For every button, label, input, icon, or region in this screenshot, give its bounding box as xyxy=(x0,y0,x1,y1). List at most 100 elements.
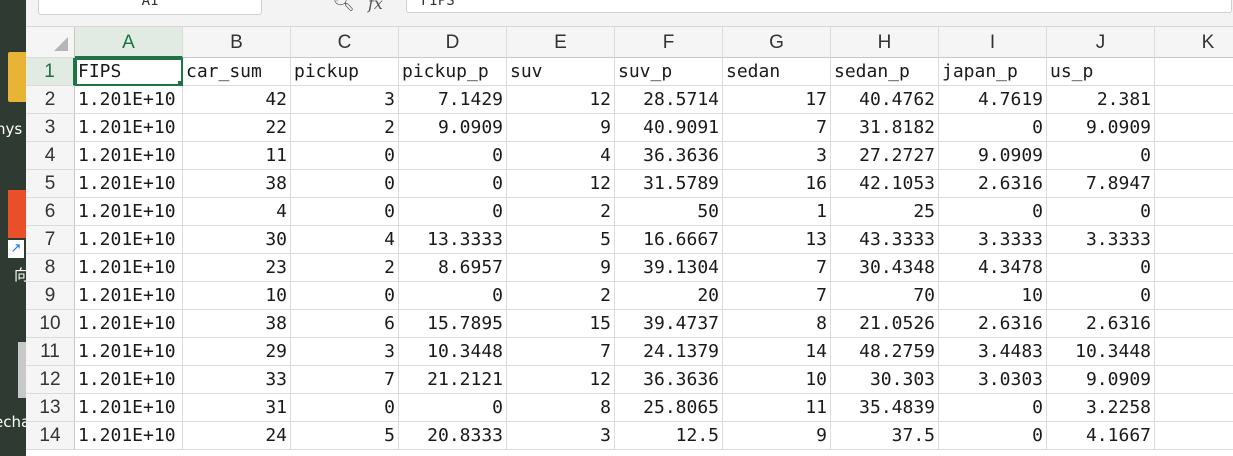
cell-i9[interactable]: 10 xyxy=(939,282,1047,310)
cell-k3[interactable] xyxy=(1155,114,1233,142)
cell-g12[interactable]: 10 xyxy=(723,366,831,394)
row-header[interactable]: 11 xyxy=(26,338,75,366)
cell-d8[interactable]: 8.6957 xyxy=(399,254,507,282)
row-header[interactable]: 4 xyxy=(26,142,75,170)
cell-k11[interactable] xyxy=(1155,338,1233,366)
cell-d9[interactable]: 0 xyxy=(399,282,507,310)
cell-f12[interactable]: 36.3636 xyxy=(615,366,723,394)
cell-f5[interactable]: 31.5789 xyxy=(615,170,723,198)
cell-k12[interactable] xyxy=(1155,366,1233,394)
cell-b13[interactable]: 31 xyxy=(183,394,291,422)
cell-f9[interactable]: 20 xyxy=(615,282,723,310)
cell-c6[interactable]: 0 xyxy=(291,198,399,226)
cell-f11[interactable]: 24.1379 xyxy=(615,338,723,366)
cell-a5[interactable]: 1.201E+10 xyxy=(75,170,183,198)
cell-k14[interactable] xyxy=(1155,422,1233,450)
cell-a6[interactable]: 1.201E+10 xyxy=(75,198,183,226)
cell-d3[interactable]: 9.0909 xyxy=(399,114,507,142)
cell-c9[interactable]: 0 xyxy=(291,282,399,310)
cell-a13[interactable]: 1.201E+10 xyxy=(75,394,183,422)
cell-k2[interactable] xyxy=(1155,86,1233,114)
cell-j9[interactable]: 0 xyxy=(1047,282,1155,310)
cell-b5[interactable]: 38 xyxy=(183,170,291,198)
cell-b8[interactable]: 23 xyxy=(183,254,291,282)
cell-d1[interactable]: pickup_p xyxy=(399,58,507,86)
cell-c11[interactable]: 3 xyxy=(291,338,399,366)
row-header[interactable]: 13 xyxy=(26,394,75,422)
cell-e12[interactable]: 12 xyxy=(507,366,615,394)
cell-e13[interactable]: 8 xyxy=(507,394,615,422)
cell-b4[interactable]: 11 xyxy=(183,142,291,170)
cell-b7[interactable]: 30 xyxy=(183,226,291,254)
cell-e8[interactable]: 9 xyxy=(507,254,615,282)
column-header-k[interactable]: K xyxy=(1155,27,1233,58)
row-header[interactable]: 9 xyxy=(26,282,75,310)
cell-e1[interactable]: suv xyxy=(507,58,615,86)
cell-h11[interactable]: 48.2759 xyxy=(831,338,939,366)
row-header[interactable]: 6 xyxy=(26,198,75,226)
cell-j5[interactable]: 7.8947 xyxy=(1047,170,1155,198)
cell-k7[interactable] xyxy=(1155,226,1233,254)
cell-g1[interactable]: sedan xyxy=(723,58,831,86)
cell-c12[interactable]: 7 xyxy=(291,366,399,394)
column-header-j[interactable]: J xyxy=(1047,27,1155,58)
row-header[interactable]: 10 xyxy=(26,310,75,338)
cell-d11[interactable]: 10.3448 xyxy=(399,338,507,366)
cell-k1[interactable] xyxy=(1155,58,1233,86)
cell-d13[interactable]: 0 xyxy=(399,394,507,422)
file-icon[interactable] xyxy=(18,342,26,398)
cell-f7[interactable]: 16.6667 xyxy=(615,226,723,254)
cell-f6[interactable]: 50 xyxy=(615,198,723,226)
cell-i11[interactable]: 3.4483 xyxy=(939,338,1047,366)
cell-d4[interactable]: 0 xyxy=(399,142,507,170)
cell-a12[interactable]: 1.201E+10 xyxy=(75,366,183,394)
cell-h8[interactable]: 30.4348 xyxy=(831,254,939,282)
cell-g10[interactable]: 8 xyxy=(723,310,831,338)
cell-f3[interactable]: 40.9091 xyxy=(615,114,723,142)
row-header[interactable]: 1 xyxy=(26,58,75,86)
cell-f1[interactable]: suv_p xyxy=(615,58,723,86)
cell-e10[interactable]: 15 xyxy=(507,310,615,338)
cell-e14[interactable]: 3 xyxy=(507,422,615,450)
cell-b11[interactable]: 29 xyxy=(183,338,291,366)
cell-h9[interactable]: 70 xyxy=(831,282,939,310)
column-header-h[interactable]: H xyxy=(831,27,939,58)
cell-i8[interactable]: 4.3478 xyxy=(939,254,1047,282)
formula-input[interactable]: FIPS xyxy=(406,0,1232,13)
cell-f4[interactable]: 36.3636 xyxy=(615,142,723,170)
cell-a14[interactable]: 1.201E+10 xyxy=(75,422,183,450)
cell-i6[interactable]: 0 xyxy=(939,198,1047,226)
cell-h7[interactable]: 43.3333 xyxy=(831,226,939,254)
cell-a3[interactable]: 1.201E+10 xyxy=(75,114,183,142)
cell-j3[interactable]: 9.0909 xyxy=(1047,114,1155,142)
cell-h13[interactable]: 35.4839 xyxy=(831,394,939,422)
cell-i12[interactable]: 3.0303 xyxy=(939,366,1047,394)
column-header-c[interactable]: C xyxy=(291,27,399,58)
cell-a11[interactable]: 1.201E+10 xyxy=(75,338,183,366)
cell-a2[interactable]: 1.201E+10 xyxy=(75,86,183,114)
cell-j1[interactable]: us_p xyxy=(1047,58,1155,86)
cell-j6[interactable]: 0 xyxy=(1047,198,1155,226)
cell-h6[interactable]: 25 xyxy=(831,198,939,226)
cell-d14[interactable]: 20.8333 xyxy=(399,422,507,450)
cell-g6[interactable]: 1 xyxy=(723,198,831,226)
cell-d12[interactable]: 21.2121 xyxy=(399,366,507,394)
search-icon[interactable]: 🔍︎ xyxy=(332,0,355,13)
cell-b6[interactable]: 4 xyxy=(183,198,291,226)
row-header[interactable]: 8 xyxy=(26,254,75,282)
cell-e6[interactable]: 2 xyxy=(507,198,615,226)
cell-k10[interactable] xyxy=(1155,310,1233,338)
cell-k6[interactable] xyxy=(1155,198,1233,226)
cell-k9[interactable] xyxy=(1155,282,1233,310)
cell-b2[interactable]: 42 xyxy=(183,86,291,114)
cell-c3[interactable]: 2 xyxy=(291,114,399,142)
cell-f2[interactable]: 28.5714 xyxy=(615,86,723,114)
cell-f14[interactable]: 12.5 xyxy=(615,422,723,450)
cell-f8[interactable]: 39.1304 xyxy=(615,254,723,282)
cell-h4[interactable]: 27.2727 xyxy=(831,142,939,170)
app-shortcut-icon[interactable] xyxy=(8,190,26,238)
cell-f10[interactable]: 39.4737 xyxy=(615,310,723,338)
cell-d6[interactable]: 0 xyxy=(399,198,507,226)
column-header-f[interactable]: F xyxy=(615,27,723,58)
column-header-a[interactable]: A xyxy=(75,27,183,58)
